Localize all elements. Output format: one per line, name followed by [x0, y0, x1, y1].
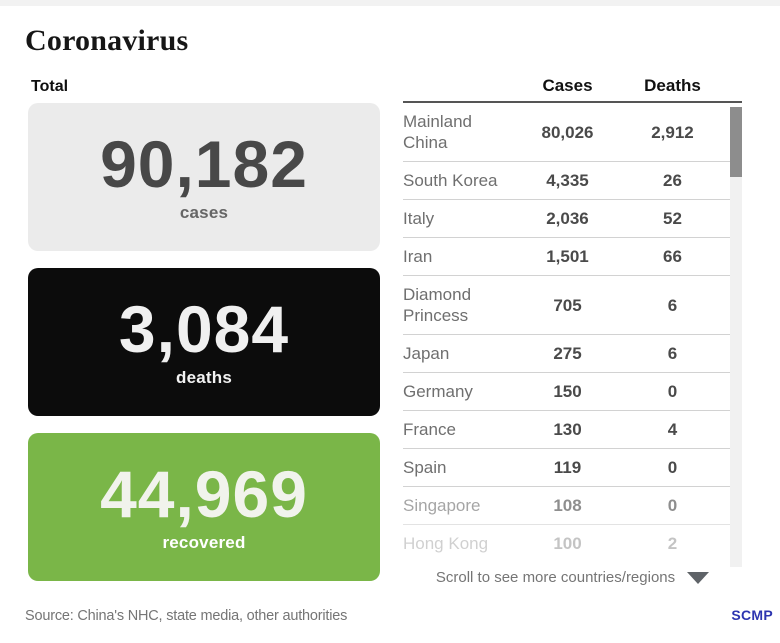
- region-name: Mainland China: [403, 112, 472, 152]
- region-cases: 108: [553, 496, 582, 515]
- scmp-logo[interactable]: SCMP: [731, 607, 773, 623]
- page-title: Coronavirus: [25, 24, 189, 57]
- region-cases: 2,036: [546, 209, 589, 228]
- region-cases: 150: [553, 382, 582, 401]
- table-row: Mainland China 80,026 2,912: [403, 103, 730, 162]
- table-body[interactable]: Mainland China 80,026 2,912 South Korea …: [403, 103, 730, 562]
- table-row: France 130 4: [403, 411, 730, 449]
- table-row: Italy 2,036 52: [403, 200, 730, 238]
- table-row: Diamond Princess 705 6: [403, 276, 730, 335]
- source-text: Source: China's NHC, state media, other …: [25, 608, 348, 624]
- region-deaths: 0: [667, 496, 678, 515]
- region-cases: 1,501: [546, 247, 589, 266]
- region-cases: 705: [553, 295, 582, 315]
- region-name: Diamond Princess: [403, 285, 472, 325]
- total-label: Total: [31, 78, 69, 95]
- total-recovered-value: 44,969: [100, 457, 308, 531]
- total-deaths-value: 3,084: [118, 292, 290, 366]
- region-name: France: [403, 420, 456, 439]
- region-deaths: 2: [667, 534, 678, 553]
- table-scrollbar[interactable]: [730, 107, 742, 567]
- cases-column-header: Cases: [542, 76, 593, 95]
- table-header: Cases Deaths: [403, 76, 742, 103]
- total-recovered-label: recovered: [162, 533, 246, 552]
- region-deaths: 6: [667, 295, 678, 315]
- region-deaths: 0: [667, 458, 678, 477]
- region-cases: 100: [553, 534, 582, 553]
- region-name: Singapore: [403, 496, 481, 515]
- region-deaths: 52: [663, 209, 682, 228]
- total-cases-card: 90,182 cases: [28, 103, 380, 251]
- region-column-header: [403, 76, 520, 96]
- total-deaths-card: 3,084 deaths: [28, 268, 380, 416]
- region-name: Iran: [403, 247, 433, 266]
- region-deaths: 26: [663, 171, 682, 190]
- region-deaths: 0: [667, 382, 678, 401]
- region-name: Spain: [403, 458, 447, 477]
- region-cases: 80,026: [541, 122, 594, 142]
- table-row: Hong Kong 100 2: [403, 525, 730, 562]
- region-deaths: 4: [667, 420, 678, 439]
- region-deaths: 2,912: [651, 122, 694, 142]
- scroll-hint-text: Scroll to see more countries/regions: [435, 569, 676, 586]
- table-row: Iran 1,501 66: [403, 238, 730, 276]
- top-strip: [0, 0, 780, 6]
- total-deaths-label: deaths: [176, 368, 232, 387]
- region-name: Italy: [403, 209, 435, 228]
- table-row: Germany 150 0: [403, 373, 730, 411]
- total-cases-value: 90,182: [100, 127, 308, 201]
- table-row: Singapore 108 0: [403, 487, 730, 525]
- totals-panel: 90,182 cases 3,084 deaths 44,969 recover…: [28, 103, 380, 581]
- scroll-down-icon[interactable]: [687, 571, 710, 584]
- region-name: South Korea: [403, 171, 498, 190]
- total-recovered-card: 44,969 recovered: [28, 433, 380, 581]
- table-row: Japan 275 6: [403, 335, 730, 373]
- region-cases: 119: [553, 458, 582, 477]
- region-deaths: 66: [663, 247, 682, 266]
- region-cases: 275: [553, 344, 582, 363]
- deaths-column-header: Deaths: [644, 76, 701, 95]
- regions-table: Cases Deaths Mainland China 80,026 2,912…: [403, 76, 742, 586]
- total-cases-label: cases: [179, 203, 229, 222]
- scroll-hint: Scroll to see more countries/regions: [403, 569, 742, 586]
- region-cases: 130: [553, 420, 582, 439]
- region-cases: 4,335: [546, 171, 589, 190]
- table-row: Spain 119 0: [403, 449, 730, 487]
- table-row: South Korea 4,335 26: [403, 162, 730, 200]
- region-name: Hong Kong: [403, 534, 489, 553]
- region-deaths: 6: [667, 344, 678, 363]
- region-name: Japan: [403, 344, 450, 363]
- region-name: Germany: [403, 382, 473, 401]
- scrollbar-thumb[interactable]: [730, 107, 742, 177]
